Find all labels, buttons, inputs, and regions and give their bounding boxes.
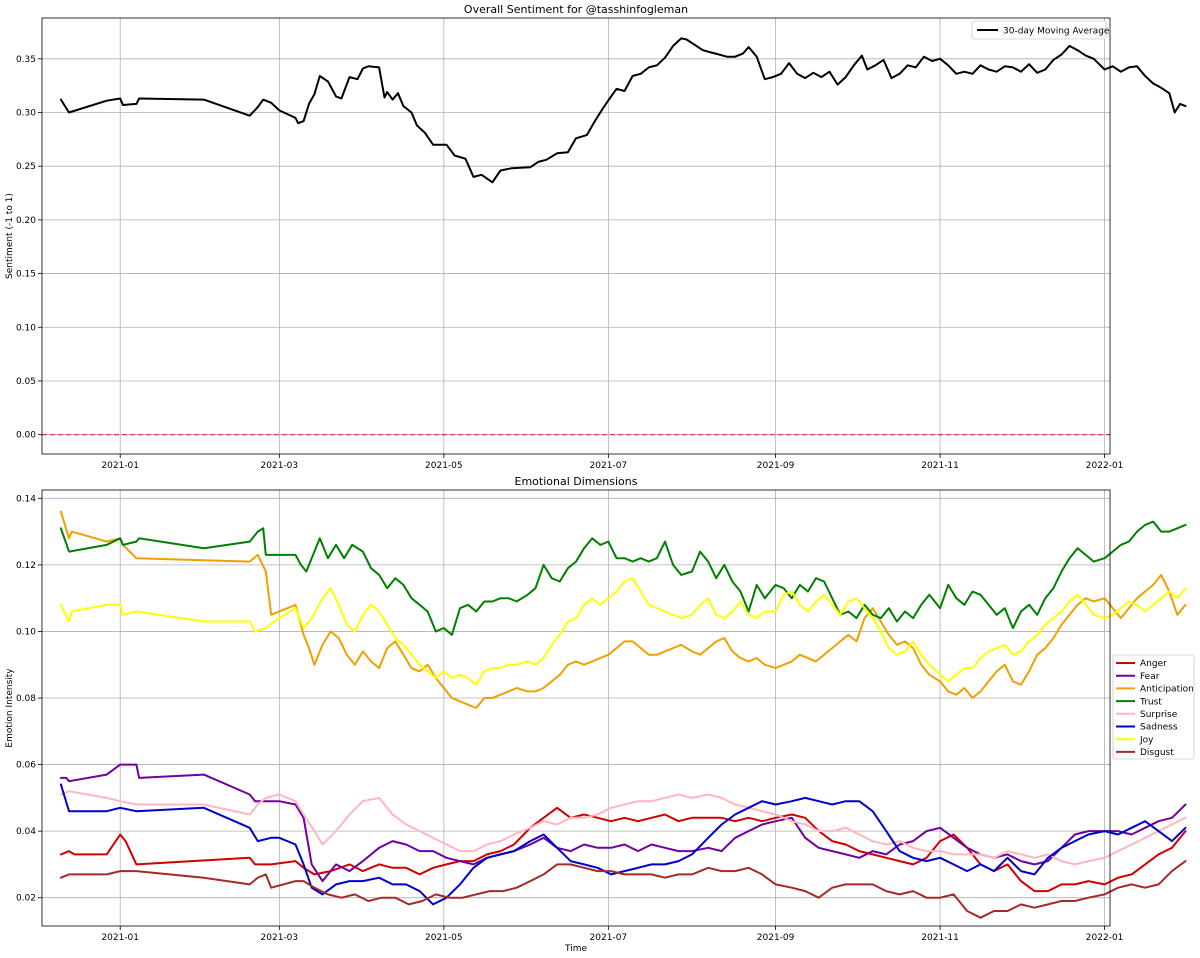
sentiment-x-tick-label: 2021-01: [101, 461, 139, 471]
sentiment-chart: 0.00 0.05 0.10 0.15 0.20 0.25 0.30 0.35 2021-01…: [5, 3, 1187, 471]
sentiment-y-axis-label: Sentiment (-1 to 1): [5, 193, 15, 279]
emotions-y-tick-label: 0.02: [16, 894, 36, 904]
emotions-x-tick-label: 2021-01: [101, 933, 139, 943]
sentiment-legend-box: [971, 20, 1107, 40]
emotions-y-tick-label: 0.14: [16, 494, 36, 504]
legend-label-surprise: Surprise: [1140, 710, 1178, 720]
sentiment-x-tick-label: 2022-01: [1086, 461, 1124, 471]
sentiment-x-ticks: 2021-01 2021-03 2021-05 2021-07 2021-09 2021-…: [101, 454, 1123, 471]
emotions-x-tick-label: 2021-09: [757, 933, 795, 943]
sentiment-y-tick-label: 0.30: [16, 109, 36, 119]
sentiment-x-tick-label: 2021-07: [590, 461, 628, 471]
sentiment-y-tick-label: 0.00: [16, 431, 36, 441]
sentiment-y-ticks: 0.00 0.05 0.10 0.15 0.20 0.25 0.30 0.35: [16, 55, 42, 441]
sentiment-y-tick-label: 0.25: [16, 162, 36, 172]
emotions-y-tick-label: 0.12: [16, 561, 36, 571]
emotions-chart: 0.020.040.060.080.100.120.14 2021-01 2021…: [5, 475, 1195, 954]
series-line-joy: [59, 577, 1187, 686]
sentiment-chart-title: Overall Sentiment for @tasshinfogleman: [464, 3, 688, 16]
series-line-30-day-moving-average: [59, 37, 1187, 184]
emotions-x-tick-label: 2021-07: [590, 933, 628, 943]
sentiment-y-tick-label: 0.35: [16, 55, 36, 65]
emotions-y-tick-label: 0.04: [16, 827, 36, 837]
emotions-grid: [42, 490, 1110, 926]
sentiment-x-tick-label: 2021-09: [757, 461, 795, 471]
legend-label-sadness: Sadness: [1140, 723, 1178, 733]
emotions-y-axis-label: Emotion Intensity: [5, 668, 15, 748]
series-line-surprise: [59, 790, 1187, 866]
emotions-legend-box: [1112, 654, 1195, 760]
legend-label-fear: Fear: [1140, 672, 1160, 682]
legend-label-anger: Anger: [1140, 659, 1167, 669]
emotions-x-ticks: 2021-01 2021-03 2021-05 2021-07 2021-09 2021-…: [101, 926, 1123, 943]
legend-label-disgust: Disgust: [1140, 748, 1174, 758]
emotions-y-tick-label: 0.10: [16, 627, 36, 637]
sentiment-x-tick-label: 2021-03: [261, 461, 299, 471]
emotions-x-tick-label: 2021-11: [921, 933, 959, 943]
legend-label-trust: Trust: [1139, 697, 1162, 707]
emotions-chart-title: Emotional Dimensions: [515, 475, 638, 488]
emotions-x-axis-label: Time: [564, 944, 587, 954]
sentiment-y-tick-label: 0.10: [16, 323, 36, 333]
series-line-fear: [59, 763, 1187, 883]
emotions-series: [59, 510, 1187, 919]
sentiment-x-tick-label: 2021-11: [921, 461, 959, 471]
sentiment-y-tick-label: 0.20: [16, 216, 36, 226]
legend-label-joy: Joy: [1139, 735, 1154, 745]
sentiment-axes-frame: [41, 17, 1111, 455]
series-line-trust: [59, 520, 1187, 636]
sentiment-legend: 30-day Moving Average: [971, 20, 1110, 40]
series-line-disgust: [59, 860, 1187, 919]
emotions-y-ticks: 0.02 0.04 0.06 0.08 0.10 0.12 0.14: [16, 494, 42, 904]
sentiment-grid: [42, 18, 1110, 454]
series-line-anger: [59, 806, 1187, 893]
sentiment-y-tick-label: 0.15: [16, 270, 36, 280]
emotions-x-tick-label: 2021-05: [425, 933, 463, 943]
series-line-anticipation: [59, 510, 1187, 709]
emotions-x-tick-label: 2021-03: [261, 933, 299, 943]
emotions-legend: Anger Fear Anticipation Trust Surprise Sadnes…: [1112, 654, 1195, 760]
series-line-sadness: [59, 783, 1187, 906]
emotions-y-tick-label: 0.06: [16, 761, 36, 771]
legend-label-anticipation: Anticipation: [1140, 685, 1194, 695]
sentiment-y-tick-label: 0.05: [16, 377, 36, 387]
emotions-x-tick-label: 2022-01: [1086, 933, 1124, 943]
legend-label-moving-average: 30-day Moving Average: [1003, 27, 1110, 37]
sentiment-x-tick-label: 2021-05: [425, 461, 463, 471]
sentiment-series: [59, 37, 1187, 184]
emotions-axes-frame: [41, 489, 1111, 927]
emotions-y-tick-label: 0.08: [16, 694, 36, 704]
